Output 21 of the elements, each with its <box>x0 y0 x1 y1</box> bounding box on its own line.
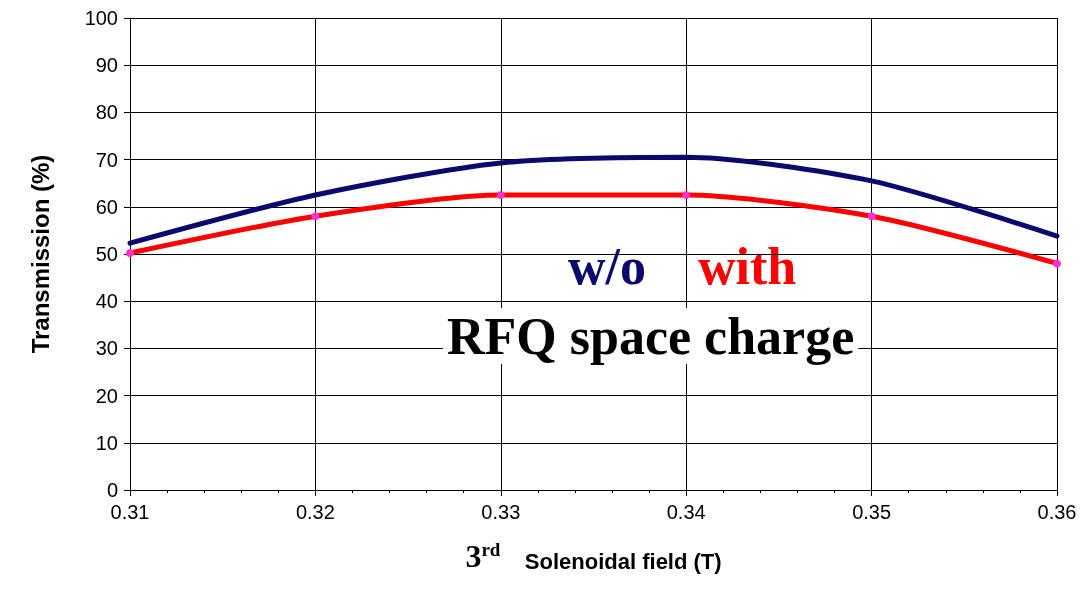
x-tick-label: 0.34 <box>666 501 706 523</box>
x-tick-label: 0.33 <box>481 501 521 523</box>
y-tick-label: 80 <box>95 101 118 124</box>
y-tick-label: 40 <box>95 290 118 313</box>
y-tick-label: 10 <box>95 431 118 454</box>
x-tick-label: 0.31 <box>110 501 150 523</box>
y-tick-label: 30 <box>95 337 118 360</box>
x-tick-label: 0.35 <box>852 501 892 523</box>
series-label: with <box>698 237 797 295</box>
y-tick-label: 70 <box>95 148 118 171</box>
series-label: w/o <box>568 237 646 295</box>
y-tick-label: 90 <box>95 54 118 77</box>
y-tick-label: 60 <box>95 195 118 218</box>
x-tick-label: 0.32 <box>295 501 335 523</box>
y-tick-label: 0 <box>106 479 118 501</box>
y-tick-label: 20 <box>95 384 118 407</box>
x-tick-label: 0.36 <box>1037 501 1077 523</box>
y-tick-label: 50 <box>95 243 118 265</box>
annotation: RFQ space charge <box>447 307 855 365</box>
y-tick-label: 100 <box>84 7 118 29</box>
y-axis-title: Transmission (%) <box>26 154 54 354</box>
